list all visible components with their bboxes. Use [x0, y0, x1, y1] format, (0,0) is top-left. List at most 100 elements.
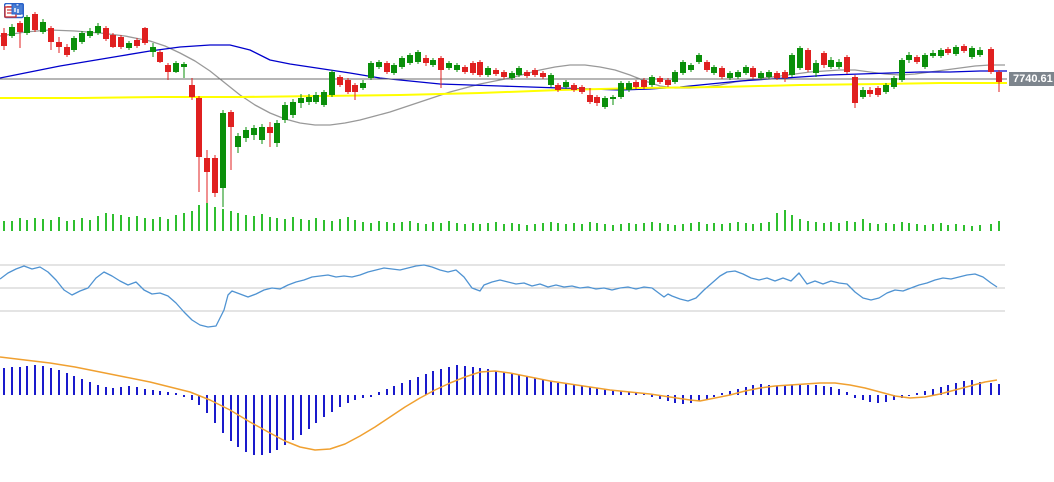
volume-bar [776, 213, 778, 231]
volume-bar [971, 226, 973, 231]
volume-bar [862, 219, 864, 231]
candle-body [953, 47, 959, 54]
macd-bar [690, 395, 692, 403]
macd-bar [73, 376, 75, 395]
volume-bar [877, 224, 879, 231]
volume-bar [425, 224, 427, 231]
candle-body [220, 113, 226, 188]
volume-bar [206, 203, 208, 231]
macd-bar [557, 383, 559, 395]
macd-bar [378, 392, 380, 395]
macd-bar [487, 369, 489, 395]
volume-bar [253, 216, 255, 231]
candle-body [274, 123, 280, 143]
volume-bar [713, 223, 715, 231]
macd-bar [432, 371, 434, 395]
volume-bar [760, 223, 762, 231]
macd-bar [347, 395, 349, 403]
candle-body [134, 40, 140, 46]
candle-body [969, 48, 975, 57]
oscillator-line [0, 264, 998, 328]
candle-body [376, 62, 382, 67]
candle-body [259, 127, 265, 140]
volume-bar [159, 217, 161, 231]
candle-body [977, 50, 983, 55]
macd-bar [916, 393, 918, 395]
candle-body [626, 83, 632, 90]
macd-bar [706, 395, 708, 399]
macd-bar [362, 395, 364, 398]
candle-body [368, 63, 374, 78]
macd-panel[interactable] [0, 356, 1000, 455]
oscillator-panel[interactable] [0, 264, 1005, 328]
macd-bar [159, 391, 161, 395]
macd-bar [659, 395, 661, 399]
macd-bar [245, 395, 247, 452]
candle-body [828, 60, 834, 67]
macd-bar [799, 384, 801, 395]
volume-panel[interactable] [3, 203, 1000, 231]
volume-bar [628, 223, 630, 231]
volume-bar [963, 225, 965, 231]
macd-bar [323, 395, 325, 417]
chart-toolbar [4, 3, 51, 19]
macd-bar [784, 385, 786, 395]
volume-bar [19, 218, 21, 231]
volume-bar [916, 224, 918, 231]
macd-bar [167, 392, 169, 395]
volume-bar [198, 205, 200, 231]
candle-body [313, 95, 319, 102]
volume-bar [651, 222, 653, 231]
candle-body [665, 80, 671, 85]
candle-body [40, 22, 46, 32]
macd-bar [612, 390, 614, 395]
macd-bar [222, 395, 224, 433]
macd-bar [698, 395, 700, 401]
candle-body [899, 60, 905, 80]
candle-body [516, 68, 522, 75]
macd-bar [971, 380, 973, 395]
macd-bar [230, 395, 232, 441]
candle-body [485, 68, 491, 75]
candle-body [758, 73, 764, 78]
volume-bar [620, 224, 622, 231]
macd-bar [534, 378, 536, 395]
volume-bar [128, 217, 130, 231]
candle-body [103, 28, 109, 39]
macd-bar [620, 391, 622, 395]
candle-body [672, 72, 678, 82]
candle-body [337, 77, 343, 85]
macd-bar [768, 385, 770, 395]
volume-bar [550, 222, 552, 231]
volume-bar [3, 221, 5, 231]
volume-bar [674, 225, 676, 231]
candle-body [774, 73, 780, 78]
macd-bar [11, 367, 13, 395]
volume-bar [799, 219, 801, 231]
volume-bar [284, 219, 286, 231]
candle-body [9, 27, 15, 36]
macd-bar [386, 389, 388, 395]
volume-bar [667, 224, 669, 231]
candle-body [766, 72, 772, 77]
volume-bar [183, 213, 185, 231]
macd-bar [331, 395, 333, 412]
volume-bar [269, 217, 271, 231]
candle-body [945, 49, 951, 53]
chart-compare-icon[interactable] [4, 3, 51, 19]
macd-bar [830, 387, 832, 395]
candle-body [477, 62, 483, 75]
macd-bar [448, 367, 450, 395]
macd-bar [42, 366, 44, 395]
volume-bar [908, 223, 910, 231]
volume-bar [495, 222, 497, 231]
volume-bar [990, 224, 992, 231]
candle-body [204, 158, 210, 172]
macd-bar [940, 387, 942, 395]
volume-bar [472, 223, 474, 231]
candlestick-panel[interactable] [0, 12, 1007, 207]
volume-bar [386, 222, 388, 231]
macd-bar [152, 390, 154, 395]
candle-body [17, 23, 23, 32]
